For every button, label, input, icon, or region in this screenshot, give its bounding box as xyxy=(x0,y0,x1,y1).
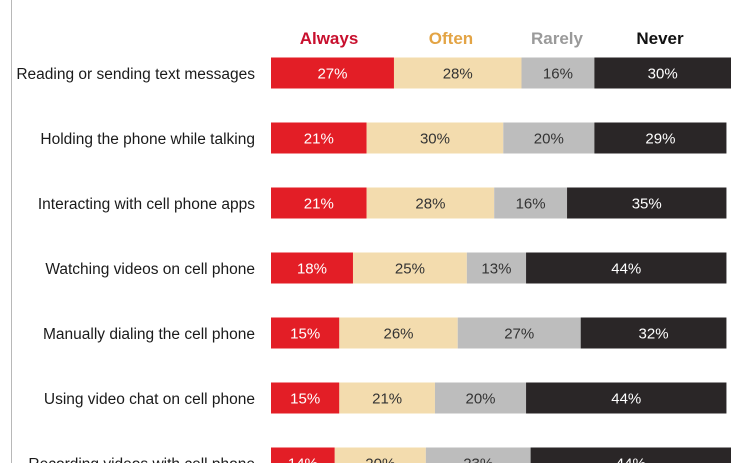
data-label: 28% xyxy=(443,66,473,83)
bar-segment-always xyxy=(271,187,367,219)
data-label: 44% xyxy=(611,391,641,408)
category-label: Watching videos on cell phone xyxy=(45,261,255,278)
category-label: Manually dialing the cell phone xyxy=(43,326,255,343)
bar-segment-rarely xyxy=(494,187,568,219)
bar-segment-always xyxy=(271,382,340,414)
data-label: 16% xyxy=(516,196,546,213)
bar-segment-often xyxy=(366,122,504,154)
bar-segment-often xyxy=(339,317,458,349)
bar-segment-never xyxy=(567,187,727,219)
bar-segment-never xyxy=(580,317,727,349)
legend-always: Always xyxy=(300,29,359,48)
category-label: Holding the phone while talking xyxy=(40,131,255,148)
data-label: 35% xyxy=(632,196,662,213)
bar-segment-rarely xyxy=(466,252,527,284)
data-label: 20% xyxy=(534,131,564,148)
bar-row: 15% 26% 27% 32% xyxy=(271,317,727,349)
bar-segment-never xyxy=(594,57,731,89)
data-label: 13% xyxy=(481,261,511,278)
data-label: 14% xyxy=(288,456,318,463)
legend-rarely: Rarely xyxy=(531,29,584,48)
data-label: 18% xyxy=(297,261,327,278)
bar-segment-always xyxy=(271,252,353,284)
bar-segment-always xyxy=(271,317,340,349)
data-label: 15% xyxy=(290,326,320,343)
data-label: 21% xyxy=(304,131,334,148)
data-label: 30% xyxy=(420,131,450,148)
data-label: 16% xyxy=(543,66,573,83)
data-label: 44% xyxy=(611,261,641,278)
left-divider xyxy=(11,0,12,463)
bar-row: 14% 20% 23% 44% xyxy=(271,447,731,463)
data-label: 21% xyxy=(304,196,334,213)
bar-segment-often xyxy=(352,252,467,284)
data-label: 21% xyxy=(372,391,402,408)
bar-segment-rarely xyxy=(457,317,581,349)
bar-segment-never xyxy=(594,122,727,154)
category-label: Recording videos with cell phone xyxy=(28,456,255,463)
bar-segment-never xyxy=(530,447,731,463)
legend: Always Often Rarely Never xyxy=(300,29,684,48)
data-label: 26% xyxy=(384,326,414,343)
bar-segment-rarely xyxy=(503,122,595,154)
bar-segment-rarely xyxy=(521,57,595,89)
bar-row: 15% 21% 20% 44% xyxy=(271,382,727,414)
data-label: 44% xyxy=(616,456,646,463)
bar-row: 21% 30% 20% 29% xyxy=(271,122,727,154)
bar-row: 27% 28% 16% 30% xyxy=(271,57,731,89)
bar-row: 21% 28% 16% 35% xyxy=(271,187,727,219)
category-label: Reading or sending text messages xyxy=(16,66,255,83)
bars: 27% 28% 16% 30% 21% 30% 20% 29% 21% 28% 16% 35% 18% 2… xyxy=(271,57,731,463)
data-label: 25% xyxy=(395,261,425,278)
bar-segment-often xyxy=(334,447,426,463)
data-label: 29% xyxy=(645,131,675,148)
bar-segment-often xyxy=(393,57,522,89)
bar-segment-always xyxy=(271,122,367,154)
data-label: 27% xyxy=(317,66,347,83)
bar-segment-often xyxy=(339,382,435,414)
data-label: 30% xyxy=(648,66,678,83)
data-label: 20% xyxy=(465,391,495,408)
category-label: Using video chat on cell phone xyxy=(44,391,255,408)
bar-segment-rarely xyxy=(425,447,531,463)
bar-segment-never xyxy=(526,252,727,284)
category-label: Interacting with cell phone apps xyxy=(38,196,255,213)
data-label: 28% xyxy=(415,196,445,213)
bar-segment-always xyxy=(271,447,335,463)
bar-segment-never xyxy=(526,382,727,414)
bar-row: 18% 25% 13% 44% xyxy=(271,252,727,284)
legend-never: Never xyxy=(636,29,684,48)
category-labels: Reading or sending text messages Holding … xyxy=(16,66,255,463)
data-label: 27% xyxy=(504,326,534,343)
data-label: 20% xyxy=(365,456,395,463)
data-label: 15% xyxy=(290,391,320,408)
data-label: 23% xyxy=(463,456,493,463)
bar-segment-always xyxy=(271,57,394,89)
bar-segment-often xyxy=(366,187,495,219)
bar-segment-rarely xyxy=(434,382,527,414)
data-label: 32% xyxy=(639,326,669,343)
legend-often: Often xyxy=(429,29,473,48)
